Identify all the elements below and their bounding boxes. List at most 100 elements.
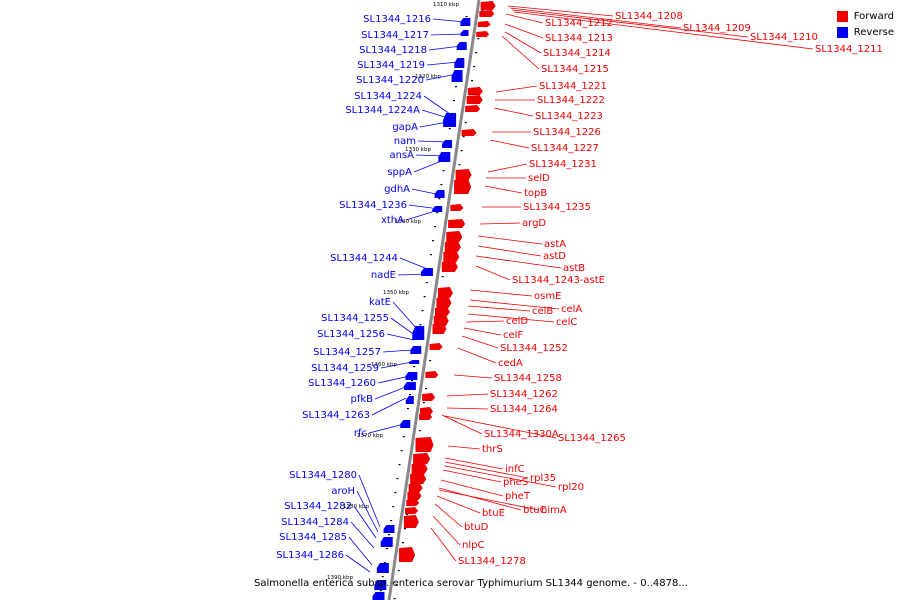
leader-line xyxy=(475,265,511,281)
gene-label: btuD xyxy=(464,522,489,533)
scale-dash xyxy=(464,122,467,124)
leader-line xyxy=(469,289,533,297)
gene-label: osmE xyxy=(534,291,561,302)
leader-line xyxy=(453,374,493,379)
leader-line xyxy=(438,489,540,511)
legend-item-reverse: Reverse xyxy=(836,24,894,40)
leader-line xyxy=(463,327,502,336)
gene-label: celD xyxy=(506,316,528,327)
scale-dash xyxy=(393,598,396,600)
gene-label: aroH xyxy=(331,486,355,497)
label-leader-lines xyxy=(345,5,814,573)
leader-line xyxy=(356,490,379,533)
forward-gene xyxy=(455,169,472,180)
forward-gene xyxy=(432,323,447,334)
gene-label: SL1344_1243-astE xyxy=(512,275,605,286)
leader-line xyxy=(444,415,557,439)
gene-label: SL1344_1213 xyxy=(545,33,613,44)
backbone-line xyxy=(387,0,481,600)
forward-gene xyxy=(433,315,449,326)
gene-label: SL1344_1330A xyxy=(484,429,559,440)
reverse-gene xyxy=(451,70,463,82)
gene-label: celB xyxy=(532,306,553,317)
gene-label: SL1344_1252 xyxy=(500,343,568,354)
scale-dash xyxy=(423,296,426,298)
gene-label: SL1344_1256 xyxy=(317,329,385,340)
leader-line xyxy=(426,61,460,66)
leader-line xyxy=(457,347,497,364)
reverse-gene xyxy=(383,525,395,533)
forward-swatch xyxy=(836,10,848,22)
gene-label: ansA xyxy=(389,150,414,161)
scale-dash xyxy=(401,542,404,544)
reverse-gene xyxy=(405,372,418,380)
gene-label: celC xyxy=(556,317,577,328)
scale-dash xyxy=(396,478,399,480)
scale-dash xyxy=(390,520,393,522)
gene-label: himA xyxy=(541,505,567,516)
scale-dash xyxy=(477,38,480,40)
scale-dash xyxy=(471,80,474,82)
gene-label: SL1344_1257 xyxy=(313,347,381,358)
reverse-gene xyxy=(376,563,389,573)
gene-label: nlpC xyxy=(462,540,484,551)
leader-line xyxy=(386,333,415,341)
leader-line xyxy=(380,361,413,369)
leader-line xyxy=(477,235,543,245)
reverse-gene xyxy=(405,396,414,404)
scale-dash xyxy=(442,170,445,172)
scale-dash xyxy=(411,380,414,382)
leader-line xyxy=(353,505,377,539)
gene-label: gapA xyxy=(392,122,418,133)
gene-label: SL1344_1282 xyxy=(284,501,352,512)
leader-line xyxy=(446,393,489,397)
reverse-gene xyxy=(400,420,411,428)
leader-line xyxy=(442,469,502,483)
scale-dash xyxy=(422,402,425,404)
scale-dash xyxy=(397,570,400,572)
leader-line xyxy=(461,335,499,349)
forward-gene xyxy=(443,251,460,262)
scale-dash xyxy=(434,226,437,228)
leader-line xyxy=(444,465,557,488)
reverse-gene xyxy=(460,30,469,36)
scale-dash xyxy=(481,10,484,12)
scale-dash xyxy=(440,184,443,186)
forward-gene xyxy=(405,507,419,514)
gene-label: nadE xyxy=(371,270,396,281)
leader-line xyxy=(465,320,505,323)
leader-line xyxy=(509,7,682,29)
kbp-tick-label: 1310 kbp xyxy=(433,2,459,8)
scale-dash xyxy=(424,388,427,390)
gene-label: SL1344_1227 xyxy=(531,143,599,154)
gene-label: SL1344_1215 xyxy=(541,64,609,75)
leader-line xyxy=(432,515,461,546)
scale-dash xyxy=(394,492,397,494)
gene-label: cedA xyxy=(498,358,523,369)
genome-backbone xyxy=(387,0,481,600)
forward-gene xyxy=(406,499,420,506)
gene-label: SL1344_1208 xyxy=(615,11,683,22)
leader-line xyxy=(345,554,371,573)
leader-line xyxy=(392,301,419,331)
scale-dash xyxy=(425,282,428,284)
leader-line xyxy=(504,23,544,39)
gene-label: SL1344_1255 xyxy=(321,313,389,324)
leader-line xyxy=(382,349,413,353)
gene-label: SL1344_1235 xyxy=(523,202,591,213)
scale-dash xyxy=(462,136,465,138)
leader-line xyxy=(411,188,437,195)
reverse-gene xyxy=(438,152,451,162)
gene-label: pheS xyxy=(503,477,528,488)
gene-label: SL1344_1220 xyxy=(356,75,424,86)
gene-label: nam xyxy=(394,136,416,147)
forward-gene xyxy=(429,343,443,350)
kbp-tick-label: 1330 kbp xyxy=(405,147,431,153)
kbp-tick-label: 1390 kbp xyxy=(327,575,353,581)
scale-dash xyxy=(429,254,432,256)
scale-dash xyxy=(452,100,455,102)
kbp-tick-label: 1380 kbp xyxy=(343,504,369,510)
gene-label: SL1344_1224 xyxy=(354,91,422,102)
forward-gene xyxy=(399,547,416,562)
forward-gene xyxy=(411,463,428,474)
